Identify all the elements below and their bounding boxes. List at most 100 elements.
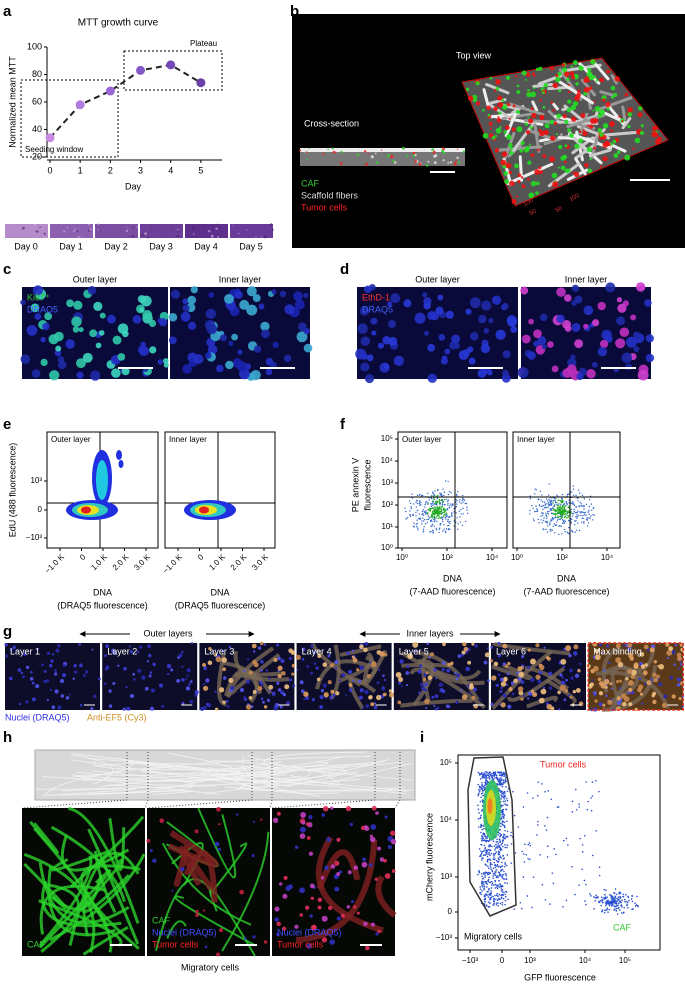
cell [331,147,334,150]
cell [57,643,61,648]
event [431,520,433,523]
scaffold-fiber [552,102,559,111]
event [480,839,483,842]
cell [442,151,446,155]
cell [437,294,444,301]
event [578,505,580,508]
event [481,800,484,803]
cell [122,707,126,711]
gate-label: Tumor cells [540,759,587,769]
annotation: Plateau [190,39,217,48]
cell [359,665,364,671]
cell [433,161,437,164]
cell [669,675,674,680]
cell [97,229,99,231]
event [483,784,486,787]
cell [495,127,502,134]
cell [497,101,504,108]
event [545,514,547,516]
event [502,841,504,843]
event [495,776,498,779]
event [561,510,563,512]
cell [293,291,303,301]
cell [628,702,633,707]
event [623,906,625,909]
cell [313,650,317,654]
cell [535,67,540,72]
event [439,502,442,505]
event [566,531,568,533]
event [480,814,482,817]
cell [19,702,22,706]
cell [560,155,566,161]
event [504,846,506,849]
event [440,523,442,525]
cell [332,150,336,154]
event [478,826,480,828]
event [561,519,564,521]
cell [427,343,436,352]
cell [605,282,616,293]
cell [456,673,461,678]
cell [129,650,134,654]
event [512,790,514,793]
event [499,784,501,786]
cell [559,684,566,691]
cell [137,668,142,673]
event [418,500,421,502]
cell [427,160,430,163]
cell [624,154,631,161]
fiber [240,778,405,792]
event [534,488,536,490]
fiber [242,755,320,797]
event [590,797,592,799]
event [529,497,532,500]
cell [308,851,314,856]
scaffold-fiber [591,59,610,81]
cell [158,318,168,327]
event [567,512,569,514]
cell [112,651,117,655]
cell [637,369,649,381]
cell [487,679,491,683]
cell [673,663,676,667]
cell [46,679,50,683]
event [503,825,506,828]
event [501,773,504,776]
data-point [136,65,146,75]
cell [374,877,378,881]
cell [361,861,368,868]
event [422,509,425,511]
event [557,806,560,808]
event [566,510,568,513]
event [542,512,544,514]
event [614,888,617,890]
event [548,510,550,513]
event [549,499,551,502]
event [422,512,424,515]
event [547,506,549,508]
cell [283,354,292,363]
cell [625,336,637,348]
cell [346,651,350,656]
cell [181,701,185,705]
cell [643,644,649,650]
cell [194,693,198,697]
fiber [38,855,93,947]
cell [496,117,502,123]
event [550,508,553,510]
cell [383,363,390,369]
y-tick-label: 10⁵ [440,758,452,767]
event [430,502,432,505]
event [568,519,570,522]
event [416,494,419,496]
event [489,894,492,896]
event [443,498,446,501]
event [489,844,492,846]
event [581,868,583,871]
event [419,504,421,506]
cell [602,156,608,162]
event [505,878,507,880]
cell [602,142,609,148]
cell [567,90,571,94]
